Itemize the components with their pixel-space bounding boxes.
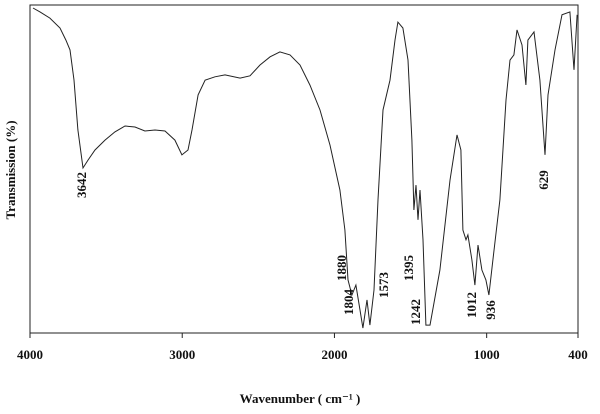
y-axis-label: Transmission (%) bbox=[3, 120, 18, 219]
peak-label: 1804 bbox=[341, 289, 356, 316]
x-tick-label: 400 bbox=[568, 347, 588, 362]
peak-label: 936 bbox=[483, 300, 498, 320]
x-tick-label: 3000 bbox=[169, 347, 195, 362]
peak-label: 1573 bbox=[376, 272, 391, 299]
spectrum-line bbox=[32, 7, 578, 329]
x-axis-label: Wavenumber ( cm⁻¹ ) bbox=[240, 391, 361, 406]
peak-label: 1880 bbox=[334, 255, 349, 281]
peak-label: 1395 bbox=[401, 255, 416, 282]
peak-label: 629 bbox=[536, 170, 551, 190]
plot-frame bbox=[29, 4, 579, 334]
peak-label: 1012 bbox=[464, 292, 479, 318]
x-tick-label: 4000 bbox=[17, 347, 43, 362]
x-tick-label: 1000 bbox=[474, 347, 500, 362]
peak-label: 1242 bbox=[408, 299, 423, 325]
peak-label: 3642 bbox=[74, 172, 89, 198]
x-tick-label: 2000 bbox=[321, 347, 347, 362]
